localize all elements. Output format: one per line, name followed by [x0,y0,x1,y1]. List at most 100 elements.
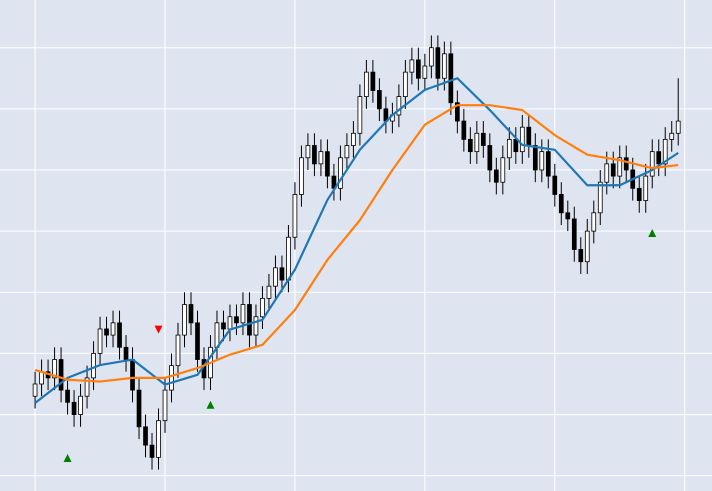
candle-body [442,53,447,79]
candle-body [519,126,525,153]
candle-body [260,297,265,318]
candle-body [175,334,181,367]
candle-body [65,389,70,403]
candle-body [617,157,623,177]
candle-body [409,59,415,73]
candle-body [435,47,441,79]
candle-body [558,194,564,214]
candle-body [461,120,467,140]
candle-body [364,71,369,98]
candle-body [506,139,512,159]
candle-body [344,145,350,159]
candle-body [305,145,311,159]
candle-body [52,359,57,379]
candle-body [662,139,668,165]
candle-body [227,316,233,330]
candle-body [110,322,116,336]
candle-body [325,151,330,177]
candle-body [266,285,272,299]
candle-body [467,139,473,153]
candle-body [84,377,90,397]
candle-body [188,304,194,324]
candle-body [578,249,584,263]
candle-body [552,175,558,195]
candle-body [32,383,38,397]
candle-body [448,53,454,104]
candle-body [513,139,519,153]
candle-body [318,151,324,165]
candle-body [487,145,493,171]
candle-body [604,163,610,183]
candle-body [351,132,356,146]
candle-body [565,212,571,220]
candle-body [292,194,298,238]
candle-body [338,157,343,189]
candle-body [286,236,291,281]
candle-body [97,328,103,354]
candle-body [474,132,480,153]
candle-body [377,90,382,110]
candle-body [649,151,655,177]
candle-body [416,59,421,79]
signal-marker [154,325,163,334]
candle-body [545,151,551,177]
candle-body [156,420,161,458]
signal-marker [206,400,215,409]
candle-body [91,353,96,379]
candle-body [532,145,538,171]
candle-body [104,328,109,336]
candle-body [643,175,649,201]
candle-body [182,304,187,336]
candle-body [357,96,363,134]
candle-body [623,157,629,171]
candle-body [78,395,83,415]
candle-body [247,304,252,336]
candle-body [636,187,642,201]
candle-body [493,169,499,183]
candle-body [299,157,304,195]
candle-body [136,389,142,428]
candle-body [279,267,285,281]
candle-body [58,359,64,391]
candle-body [396,96,402,116]
candle-body [370,71,376,91]
candle-body [221,322,226,330]
candle-body [273,267,278,287]
candle-body [584,230,590,263]
candle-body [675,120,681,134]
candle-body [480,132,486,146]
candle-body [149,444,155,458]
candle-body [610,163,616,177]
candle-body [526,126,532,146]
candle-body [422,65,428,79]
candle-body [669,132,675,140]
moving-average-line [34,104,679,383]
candle-body [234,316,239,324]
candle-body [656,151,662,165]
candle-body [71,401,77,415]
signal-marker [63,453,72,462]
candle-body [312,145,317,165]
signal-marker [648,228,657,237]
candle-body [214,322,220,348]
candle-body [169,365,174,391]
candle-body [117,322,122,348]
candle-body [500,157,506,183]
candle-body [39,371,44,385]
candle-body [591,212,597,232]
candle-body [539,151,545,171]
candle-body [162,389,168,422]
candle-body [240,304,246,324]
candle-body [571,218,577,250]
candle-body [597,181,603,214]
candle-body [253,316,259,336]
candle-body [130,359,135,391]
candle-body [123,346,129,360]
candle-body [195,322,200,360]
candle-body [143,426,148,446]
moving-average-line [34,77,679,404]
candle-body [429,47,434,67]
